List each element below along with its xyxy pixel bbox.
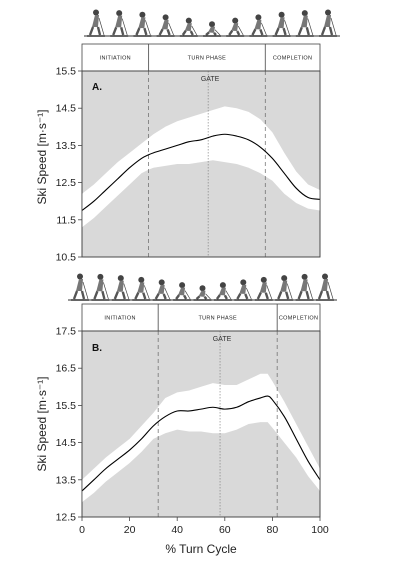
x-axis-ticks-b: 0 20 40 60 80 100	[79, 517, 329, 536]
skier-figure	[193, 285, 212, 301]
phase-labels-a: INITIATION TURN PHASE COMPLETION	[100, 56, 312, 62]
skier-figure	[254, 276, 273, 301]
x-axis-title: % Turn Cycle	[165, 542, 237, 556]
x-tick-label: 100	[311, 524, 329, 536]
skier-figure	[295, 10, 314, 37]
skier-figure	[110, 10, 129, 37]
skier-figure	[132, 276, 151, 301]
phase-label-initiation-a: INITIATION	[100, 56, 131, 62]
skier-figure	[179, 17, 198, 37]
y-axis-title-a: Ski Speed [m·s⁻¹]	[35, 109, 49, 204]
skier-figure	[156, 14, 175, 37]
skier-figure	[226, 17, 245, 37]
sd-band-b	[82, 373, 320, 503]
gate-label-b: GATE	[213, 336, 232, 343]
skier-sequence-illustration-bottom	[68, 273, 337, 301]
skier-figure	[152, 279, 171, 301]
phase-label-turn-phase-b: TURN PHASE	[198, 316, 236, 322]
panel-label-a: A.	[92, 82, 102, 93]
y-tick-label: 15.5	[56, 400, 77, 412]
y-tick-label: 17.5	[56, 326, 77, 338]
skier-sequence-illustration-top	[84, 9, 340, 37]
y-tick-label: 14.5	[56, 437, 77, 449]
skier-figure	[173, 282, 192, 301]
plot-frame-b	[81, 330, 321, 518]
skier-figure	[203, 21, 221, 37]
y-axis-ticks-b: 12.5 13.5 14.5 15.5 16.5 17.5	[56, 326, 82, 524]
y-tick-label: 16.5	[56, 363, 77, 375]
skier-figure	[71, 273, 89, 301]
skier-figure	[213, 282, 232, 301]
mean-line-a	[81, 133, 321, 211]
phase-labels-b: INITIATION TURN PHASE COMPLETION	[104, 316, 318, 322]
skier-figure	[275, 275, 294, 301]
panel-a: INITIATION TURN PHASE COMPLETION GATE A.…	[35, 9, 340, 264]
phase-label-turn-phase-a: TURN PHASE	[188, 56, 226, 62]
y-tick-label: 10.5	[56, 252, 77, 264]
skier-figure	[87, 9, 105, 37]
sd-band-a	[82, 106, 320, 228]
skier-figure	[295, 273, 314, 301]
skier-figure	[91, 273, 110, 301]
y-tick-label: 13.5	[56, 140, 77, 152]
phase-boundary-lines-a	[148, 71, 266, 257]
phase-label-initiation-b: INITIATION	[104, 316, 135, 322]
phase-header-box-a	[81, 43, 321, 72]
mean-line-b	[81, 395, 321, 492]
skier-figure	[111, 275, 130, 301]
y-tick-label: 13.5	[56, 474, 77, 486]
y-tick-label: 12.5	[56, 177, 77, 189]
phase-boundary-lines-b	[157, 331, 278, 517]
phase-header-dividers-a	[148, 44, 266, 71]
skier-figure	[319, 9, 337, 37]
x-tick-label: 40	[171, 524, 183, 536]
gate-label-a: GATE	[201, 76, 220, 83]
x-tick-label: 0	[79, 524, 85, 536]
x-tick-label: 60	[219, 524, 231, 536]
y-tick-label: 11.5	[56, 214, 76, 226]
skier-figure	[272, 11, 291, 37]
skier-figure	[249, 14, 268, 37]
panel-b: INITIATION TURN PHASE COMPLETION GATE B.…	[35, 273, 337, 556]
phase-label-completion-a: COMPLETION	[273, 56, 312, 62]
y-tick-label: 14.5	[56, 103, 77, 115]
phase-label-completion-b: COMPLETION	[279, 316, 318, 322]
x-tick-label: 80	[267, 524, 279, 536]
y-tick-label: 12.5	[56, 512, 77, 524]
panel-label-b: B.	[92, 343, 102, 354]
skier-figure	[316, 273, 334, 301]
y-axis-ticks-a: 10.5 11.5 12.5 13.5 14.5 15.5	[56, 66, 82, 264]
plot-frame-a	[81, 70, 321, 258]
phase-header-dividers-b	[157, 304, 278, 331]
skier-figure	[133, 11, 152, 37]
y-tick-label: 15.5	[56, 66, 77, 78]
skier-figure	[234, 279, 253, 301]
phase-header-box-b	[81, 303, 321, 332]
y-axis-title-b: Ski Speed [m·s⁻¹]	[35, 376, 49, 471]
x-tick-label: 20	[124, 524, 136, 536]
